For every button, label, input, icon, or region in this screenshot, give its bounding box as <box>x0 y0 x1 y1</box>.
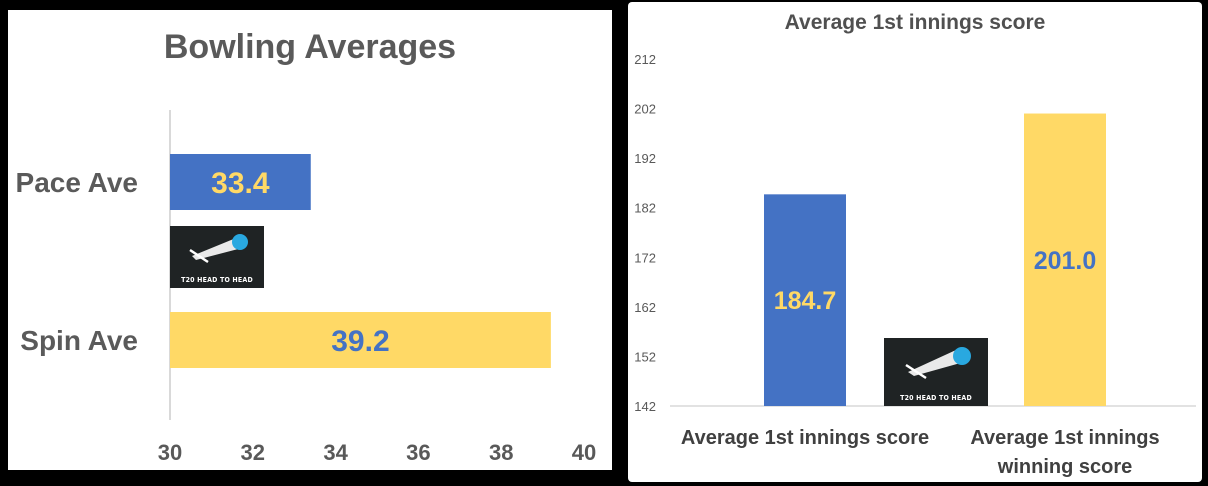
y-tick-label: 142 <box>634 399 656 414</box>
data-label: 184.7 <box>774 287 837 315</box>
first-innings-panel: Average 1st innings score 142 152 162 172 18… <box>628 2 1202 482</box>
x-tick-label: 34 <box>323 440 348 465</box>
x-tick-label: 30 <box>158 440 182 465</box>
data-label: 201.0 <box>1034 247 1097 275</box>
x-tick-label: 40 <box>572 440 596 465</box>
logo-text: T20 HEAD TO HEAD <box>900 394 972 402</box>
y-tick-label: 182 <box>634 201 656 216</box>
y-tick-label: 192 <box>634 151 656 166</box>
bowling-averages-panel: Bowling Averages 33.4 Pace Ave 39.2 Spin Av… <box>8 10 612 470</box>
bar-pace-ave <box>170 154 311 210</box>
category-label: winning score <box>997 456 1132 478</box>
y-tick-label: 162 <box>634 300 656 315</box>
chart-title: Bowling Averages <box>164 28 456 66</box>
y-tick-label: 152 <box>634 349 656 364</box>
t20-head-to-head-logo: T20 HEAD TO HEAD <box>884 338 988 406</box>
first-innings-chart: Average 1st innings score 142 152 162 172 18… <box>634 11 1196 478</box>
bar-avg-1st-innings-score <box>764 194 846 406</box>
y-tick-label: 202 <box>634 102 656 117</box>
data-label: 33.4 <box>211 167 270 200</box>
data-label: 39.2 <box>331 325 389 358</box>
y-tick-label: 172 <box>634 250 656 265</box>
category-label: Pace Ave <box>16 167 138 198</box>
x-tick-label: 32 <box>241 440 265 465</box>
cricket-ball-trail-icon <box>189 234 248 264</box>
t20-head-to-head-logo: T20 HEAD TO HEAD <box>170 226 264 288</box>
category-label: Average 1st innings <box>970 427 1159 449</box>
x-tick-label: 36 <box>406 440 430 465</box>
bowling-averages-chart: Bowling Averages 33.4 Pace Ave 39.2 Spin Av… <box>16 28 597 465</box>
logo-text: T20 HEAD TO HEAD <box>181 276 253 284</box>
cricket-ball-trail-icon <box>905 347 971 380</box>
category-label: Average 1st innings score <box>681 427 929 449</box>
y-tick-label: 212 <box>634 52 656 67</box>
bar-avg-1st-innings-winning-score <box>1024 113 1106 407</box>
category-label: Spin Ave <box>20 325 138 356</box>
chart-title: Average 1st innings score <box>785 11 1046 34</box>
x-tick-label: 38 <box>489 440 513 465</box>
bar-spin-ave <box>170 312 551 368</box>
